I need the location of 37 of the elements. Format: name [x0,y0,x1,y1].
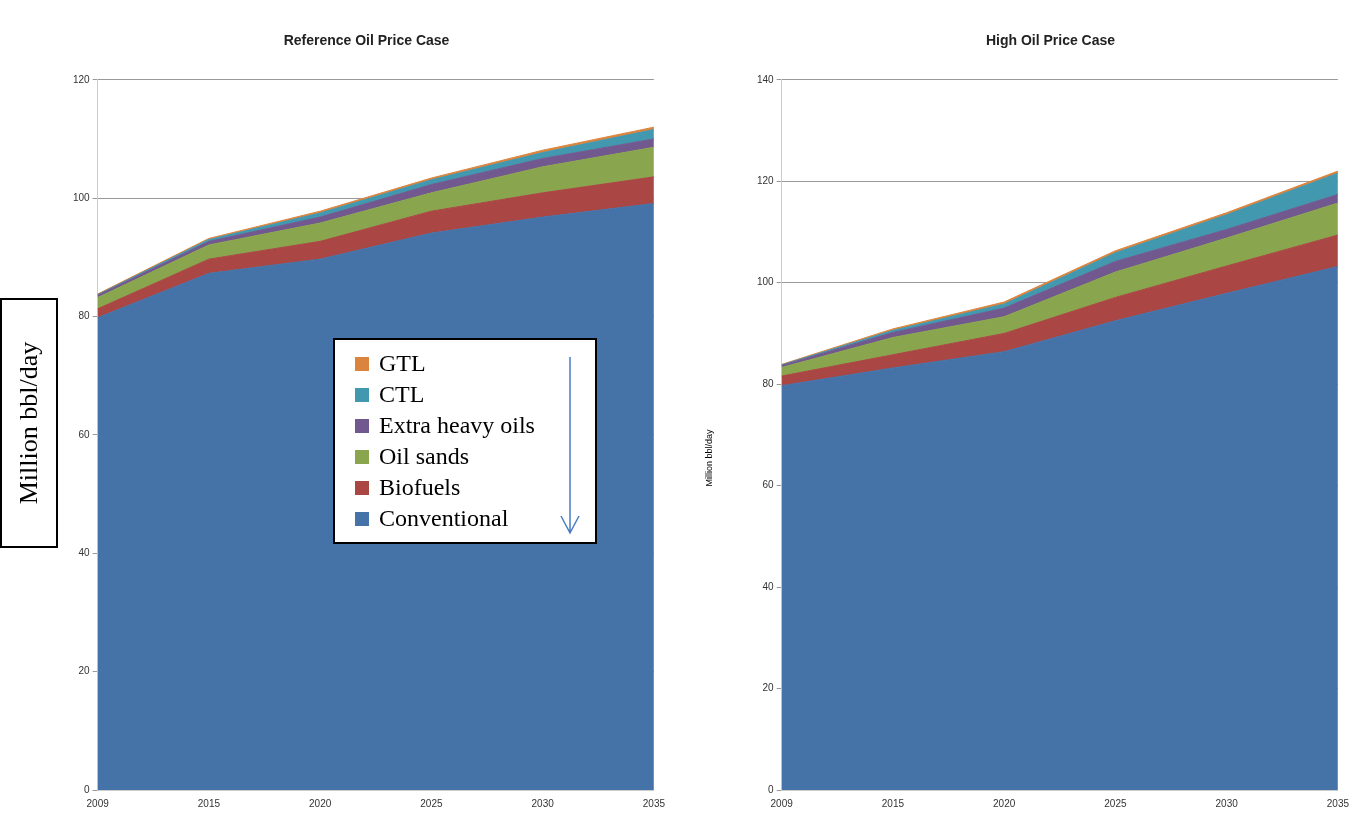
y-axis-title: Million bbl/day [704,429,714,487]
y-tick-label: 60 [762,479,775,491]
x-tick-label: 2015 [197,797,221,809]
y-tick-label: 60 [78,428,91,440]
y-tick-label: 120 [73,73,91,85]
x-tick-label: 2030 [531,797,555,809]
legend-label: Extra heavy oils [379,411,535,440]
y-tick-label: 0 [768,783,775,795]
y-tick-label: 120 [757,175,775,187]
x-tick-label: 2020 [309,797,332,809]
x-tick-label: 2009 [86,797,110,809]
x-tick-label: 2020 [993,797,1016,809]
y-tick-label: 20 [78,665,91,677]
legend-label: Conventional [379,504,509,533]
legend-label: GTL [379,349,426,378]
x-tick-label: 2025 [1104,797,1127,809]
y-tick-label: 40 [762,580,775,592]
legend-label: Oil sands [379,442,469,471]
x-tick-label: 2035 [1326,797,1350,809]
x-tick-label: 2030 [1215,797,1239,809]
y-tick-label: 80 [78,310,91,322]
legend-label: CTL [379,380,425,409]
legend-label: Biofuels [379,473,461,502]
y-tick-label: 140 [757,73,775,85]
x-tick-label: 2015 [881,797,905,809]
x-tick-label: 2025 [420,797,443,809]
x-tick-label: 2009 [770,797,794,809]
y-tick-label: 0 [84,783,91,795]
y-tick-label: 80 [762,377,775,389]
y-tick-label: 100 [757,276,775,288]
x-tick-label: 2035 [642,797,666,809]
y-tick-label: 40 [78,547,91,559]
y-axis-title: Million bbl/day [14,341,44,505]
y-tick-label: 100 [73,191,91,203]
chart-title: High Oil Price Case [985,32,1116,49]
y-tick-label: 20 [762,682,775,694]
chart-title: Reference Oil Price Case [283,32,450,49]
